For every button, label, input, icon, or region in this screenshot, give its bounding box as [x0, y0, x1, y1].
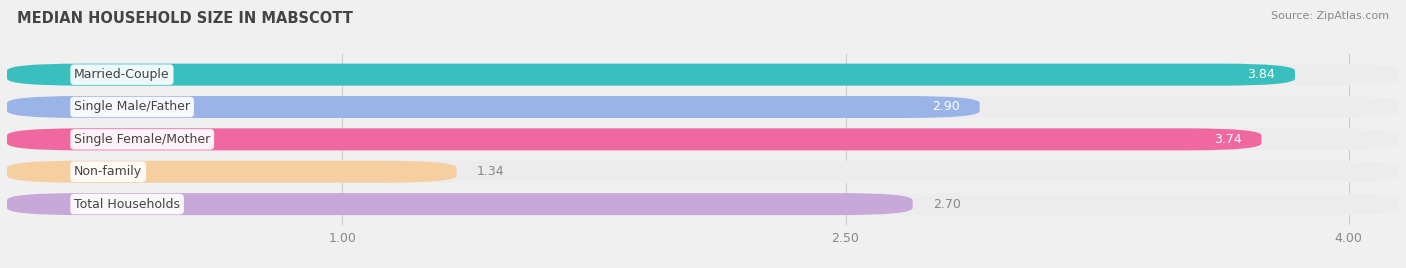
- Text: 3.84: 3.84: [1247, 68, 1275, 81]
- Text: 1.34: 1.34: [477, 165, 505, 178]
- FancyBboxPatch shape: [7, 161, 1399, 183]
- FancyBboxPatch shape: [7, 193, 912, 215]
- Text: Source: ZipAtlas.com: Source: ZipAtlas.com: [1271, 11, 1389, 21]
- Text: Married-Couple: Married-Couple: [75, 68, 170, 81]
- FancyBboxPatch shape: [7, 64, 1295, 86]
- FancyBboxPatch shape: [7, 128, 1261, 150]
- Text: MEDIAN HOUSEHOLD SIZE IN MABSCOTT: MEDIAN HOUSEHOLD SIZE IN MABSCOTT: [17, 11, 353, 26]
- FancyBboxPatch shape: [7, 161, 457, 183]
- FancyBboxPatch shape: [7, 96, 980, 118]
- Text: Non-family: Non-family: [75, 165, 142, 178]
- Text: Total Households: Total Households: [75, 198, 180, 211]
- FancyBboxPatch shape: [7, 193, 1399, 215]
- Text: 3.74: 3.74: [1213, 133, 1241, 146]
- Text: Single Female/Mother: Single Female/Mother: [75, 133, 211, 146]
- FancyBboxPatch shape: [7, 96, 1399, 118]
- FancyBboxPatch shape: [7, 64, 1399, 86]
- Text: Single Male/Father: Single Male/Father: [75, 100, 190, 113]
- Text: 2.70: 2.70: [932, 198, 960, 211]
- FancyBboxPatch shape: [7, 128, 1399, 150]
- Text: 2.90: 2.90: [932, 100, 959, 113]
